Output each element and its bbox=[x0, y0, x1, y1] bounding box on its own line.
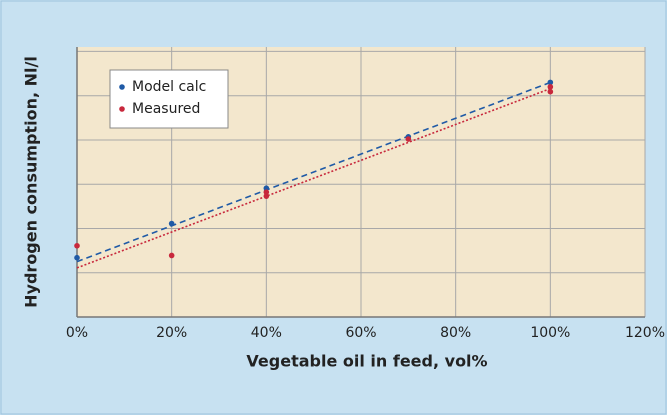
point bbox=[547, 84, 554, 90]
point bbox=[168, 220, 175, 227]
point bbox=[74, 254, 80, 261]
x-tick-label: 120% bbox=[625, 325, 665, 341]
y-axis-label: Hydrogen consumption, Nl/l bbox=[22, 56, 41, 308]
x-tick-label: 20% bbox=[156, 325, 187, 341]
legend-marker bbox=[119, 84, 125, 90]
x-tick-label: 80% bbox=[440, 325, 471, 341]
trend-line bbox=[76, 81, 551, 263]
point bbox=[547, 88, 554, 95]
legend-label: Model calc bbox=[132, 79, 206, 95]
point bbox=[547, 79, 554, 86]
x-tick-label: 60% bbox=[345, 325, 376, 341]
point bbox=[263, 185, 270, 191]
x-tick-label: 100% bbox=[530, 325, 570, 341]
legend-label: Measured bbox=[132, 101, 200, 117]
point bbox=[405, 136, 412, 142]
x-tick-label: 40% bbox=[251, 325, 282, 341]
legend-marker bbox=[119, 106, 125, 112]
legend-box bbox=[109, 69, 229, 129]
point bbox=[74, 242, 80, 249]
x-tick-label: 0% bbox=[66, 325, 88, 341]
point bbox=[168, 252, 175, 259]
point bbox=[263, 193, 270, 199]
trend-line bbox=[76, 87, 551, 269]
x-axis-label: Vegetable oil in feed, vol% bbox=[246, 352, 487, 371]
point bbox=[263, 189, 270, 195]
